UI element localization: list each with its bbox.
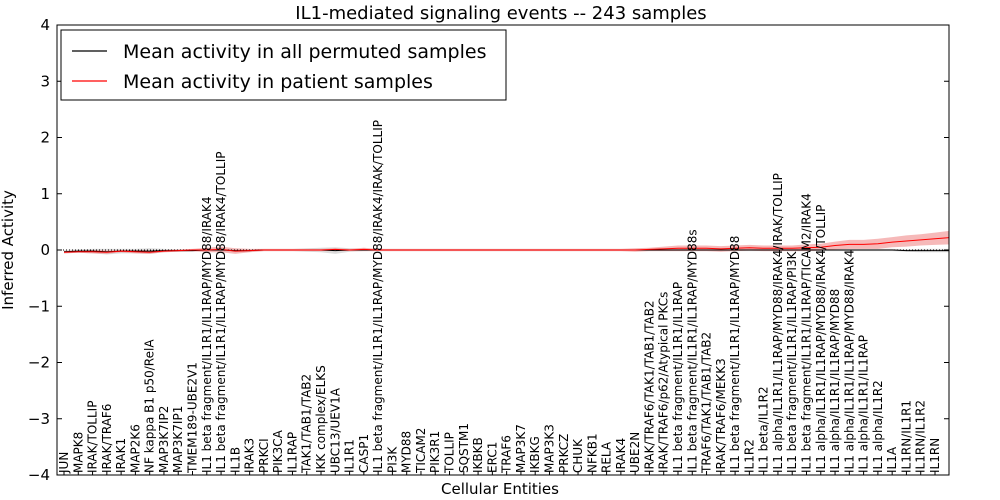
x-tick-label: IL1 beta fragment/IL1R1/IL1RAP/MYD88 bbox=[728, 236, 742, 473]
legend-label: Mean activity in all permuted samples bbox=[123, 41, 486, 63]
x-tick-label: MAP3K3 bbox=[543, 424, 557, 473]
x-tick-label: IRAK3 bbox=[243, 438, 257, 473]
x-tick-label: IL1RAP bbox=[286, 432, 300, 473]
x-tick-label: ERC1 bbox=[485, 442, 499, 473]
x-tick-label: IKBKB bbox=[471, 437, 485, 473]
legend: Mean activity in all permuted samples Mea… bbox=[60, 29, 507, 101]
x-tick-label: PIK3CA bbox=[271, 429, 285, 473]
x-tick-label: PIK3R1 bbox=[428, 431, 442, 473]
y-tick-label: −1 bbox=[28, 297, 50, 315]
x-tick-label: TRAF6/TAK1/TAB1/TAB2 bbox=[700, 332, 714, 474]
x-tick-label: IRAK/TOLLIP bbox=[86, 401, 100, 473]
x-tick-label: MAP2K6 bbox=[128, 424, 142, 473]
x-tick-label: IL1 alpha/IL1R1/IL1RAP/MYD88/IRAK4 bbox=[842, 250, 856, 473]
x-axis-label: Cellular Entities bbox=[441, 480, 559, 498]
x-tick-label: IL1A bbox=[885, 446, 899, 473]
y-tick-label: −3 bbox=[28, 410, 50, 428]
x-tick-label: IL1R1 bbox=[343, 439, 357, 473]
x-tick-label: IL1 alpha/IL1R2 bbox=[871, 380, 885, 473]
x-tick-label: IL1 beta/IL1R2 bbox=[757, 386, 771, 473]
x-tick-label: TAK1/TAB1/TAB2 bbox=[300, 374, 314, 474]
x-tick-label: IRAK/TRAF6/MEKK3 bbox=[714, 358, 728, 473]
x-tick-label: UBE2N bbox=[628, 432, 642, 473]
chart-title: IL1-mediated signaling events -- 243 sam… bbox=[295, 3, 706, 24]
x-tick-label: MAP3K7IP2 bbox=[157, 406, 171, 473]
x-tick-label: IL1 beta fragment/IL1R1/IL1RAP/MYD88/IRA… bbox=[214, 152, 228, 473]
x-tick-label: IL1B bbox=[228, 447, 242, 473]
x-tick-label: IL1R2 bbox=[742, 439, 756, 473]
x-tick-label: NFKB1 bbox=[585, 433, 599, 473]
x-tick-label: JUN bbox=[57, 452, 71, 474]
x-tick-label: IL1 alpha/IL1R1/IL1RAP/MYD88/IRAK4/IRAK/… bbox=[771, 173, 785, 473]
x-tick-label: MAP3K7 bbox=[514, 424, 528, 473]
x-tick-label: TMEM189-UBE2V1 bbox=[186, 362, 200, 474]
x-tick-label: PRKCZ bbox=[557, 434, 571, 473]
x-tick-label: IL1RN bbox=[928, 438, 942, 473]
x-tick-label: RELA bbox=[600, 441, 614, 473]
series-line-patient bbox=[63, 237, 950, 253]
x-tick-label: TOLLIP bbox=[443, 432, 457, 474]
y-axis-label: Inferred Activity bbox=[0, 190, 17, 310]
x-tick-label: IL1 alpha/IL1R1/IL1RAP bbox=[857, 335, 871, 473]
x-tick-label: IL1 alpha/IL1R1/IL1RAP/MYD88/IRAK4/TOLLI… bbox=[814, 205, 828, 473]
x-tick-label: TICAM2 bbox=[414, 428, 428, 474]
x-tick-label: IKBKG bbox=[528, 436, 542, 473]
y-tick-label: 3 bbox=[40, 72, 50, 90]
y-axis-ticks: −4 −3 −2 −1 0 1 2 3 4 bbox=[28, 16, 949, 484]
y-tick-label: 2 bbox=[40, 129, 50, 147]
x-tick-label: IRAK/TRAF6/p62/Atypical PKCs bbox=[657, 292, 671, 473]
series-lines bbox=[63, 237, 950, 253]
y-tick-label: −2 bbox=[28, 354, 50, 372]
x-tick-label: IL1 alpha/IL1R1/IL1RAP/MYD88 bbox=[828, 289, 842, 473]
x-tick-label: MAP3K7IP1 bbox=[171, 406, 185, 473]
x-tick-label: IL1 beta fragment/IL1R1/IL1RAP/TICAM2/IR… bbox=[800, 193, 814, 473]
x-tick-label: CASP1 bbox=[357, 434, 371, 473]
x-tick-label: IL1 beta fragment/IL1R1/IL1RAP/MYD88s bbox=[685, 229, 699, 473]
y-tick-label: 1 bbox=[40, 185, 50, 203]
y-tick-label: 4 bbox=[40, 16, 50, 34]
x-tick-label: MYD88 bbox=[400, 431, 414, 473]
x-tick-label: PRKCI bbox=[257, 438, 271, 473]
legend-box bbox=[60, 29, 507, 101]
x-tick-label: IRAK/TRAF6/TAK1/TAB1/TAB2 bbox=[642, 300, 656, 473]
x-tick-label: TRAF6 bbox=[500, 435, 514, 474]
x-tick-label: IRAK1 bbox=[114, 438, 128, 473]
y-tick-label: −4 bbox=[28, 466, 50, 484]
x-tick-label: IL1RN/IL1R1 bbox=[899, 400, 913, 473]
x-tick-label: CHUK bbox=[571, 438, 585, 473]
x-tick-label: SQSTM1 bbox=[457, 423, 471, 473]
x-tick-label: MAPK8 bbox=[71, 432, 85, 473]
x-tick-labels: JUN MAPK8 IRAK/TOLLIP IRAK/TRAF6 IRAK1 MAP2K6… bbox=[57, 120, 942, 475]
legend-label: Mean activity in patient samples bbox=[123, 71, 433, 93]
x-tick-label: UBC13/UEV1A bbox=[328, 387, 342, 473]
x-tick-label: IL1 beta fragment/IL1R1/IL1RAP/MYD88/IRA… bbox=[371, 120, 385, 473]
x-tick-label: IL1 beta fragment/IL1R1/IL1RAP/MYD88/IRA… bbox=[200, 196, 214, 473]
x-tick-label: IKK complex/ELKS bbox=[314, 365, 328, 473]
x-tick-label: IL1 beta fragment/IL1R1/IL1RAP bbox=[671, 282, 685, 473]
x-tick-label: IRAK4 bbox=[614, 438, 628, 473]
y-tick-label: 0 bbox=[40, 241, 50, 259]
x-tick-label: IL1RN/IL1R2 bbox=[914, 400, 928, 473]
x-tick-label: IRAK/TRAF6 bbox=[100, 404, 114, 473]
x-tick-label: PI3K bbox=[385, 446, 399, 473]
x-tick-label: IL1 beta fragment/IL1R1/IL1RAP/PI3K bbox=[785, 250, 799, 473]
x-tick-label: NF kappa B1 p50/RelA bbox=[143, 339, 157, 473]
